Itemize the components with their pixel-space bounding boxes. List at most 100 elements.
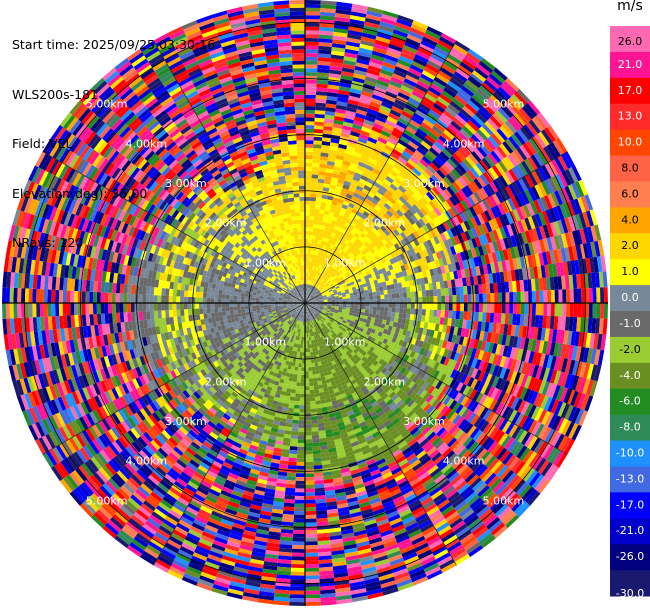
- velocity-gate: [333, 225, 339, 231]
- velocity-gate: [311, 281, 315, 286]
- velocity-gate: [394, 124, 406, 133]
- velocity-gate: [320, 273, 324, 278]
- velocity-gate: [417, 314, 422, 322]
- velocity-gate: [316, 190, 323, 195]
- velocity-gate: [357, 330, 363, 336]
- velocity-gate: [446, 142, 458, 154]
- velocity-gate: [486, 332, 493, 343]
- velocity-gate: [474, 236, 482, 247]
- velocity-gate: [422, 328, 428, 336]
- velocity-gate: [428, 177, 438, 187]
- velocity-gate: [441, 257, 448, 266]
- velocity-gate: [308, 265, 311, 270]
- velocity-gate: [308, 269, 311, 274]
- velocity-gate: [399, 346, 406, 353]
- velocity-gate: [564, 232, 572, 248]
- velocity-gate: [446, 247, 453, 257]
- velocity-gate: [479, 126, 491, 139]
- velocity-gate: [445, 272, 451, 281]
- velocity-gate: [312, 254, 316, 259]
- velocity-gate: [550, 289, 555, 303]
- velocity-gate: [439, 355, 447, 365]
- velocity-gate: [291, 381, 297, 386]
- velocity-gate: [418, 102, 431, 113]
- velocity-gate: [559, 329, 565, 344]
- velocity-gate: [332, 237, 338, 243]
- velocity-gate: [394, 261, 401, 268]
- velocity-gate: [488, 322, 494, 333]
- velocity-gate: [334, 221, 341, 227]
- velocity-gate: [324, 118, 335, 124]
- velocity-gate: [459, 61, 475, 74]
- velocity-gate: [429, 229, 437, 238]
- velocity-gate: [453, 71, 468, 83]
- velocity-gate: [364, 312, 369, 317]
- velocity-gate: [480, 340, 487, 352]
- velocity-gate: [375, 243, 382, 250]
- velocity-gate: [289, 586, 305, 591]
- velocity-gate: [305, 480, 315, 485]
- velocity-gate: [382, 285, 388, 291]
- velocity-gate: [371, 50, 386, 59]
- velocity-gate: [315, 296, 319, 299]
- velocity-gate: [331, 216, 338, 222]
- velocity-gate: [320, 152, 329, 158]
- velocity-gate: [325, 246, 330, 252]
- velocity-gate: [572, 230, 580, 246]
- velocity-gate: [456, 163, 467, 175]
- velocity-gate: [308, 299, 312, 302]
- velocity-gate: [346, 319, 351, 324]
- velocity-gate: [510, 324, 516, 337]
- velocity-gate: [319, 15, 336, 21]
- velocity-gate: [426, 149, 437, 160]
- velocity-gate: [480, 274, 486, 285]
- velocity-gate: [424, 213, 433, 223]
- velocity-gate: [477, 213, 485, 225]
- velocity-gate: [332, 169, 341, 175]
- velocity-gate: [478, 235, 486, 246]
- velocity-gate: [564, 344, 571, 359]
- velocity-gate: [346, 236, 352, 242]
- velocity-gate: [305, 431, 312, 436]
- velocity-gate: [342, 282, 347, 287]
- velocity-gate: [391, 204, 399, 212]
- velocity-gate: [484, 273, 490, 284]
- velocity-gate: [563, 330, 569, 345]
- velocity-gate: [365, 164, 374, 172]
- velocity-gate: [299, 412, 305, 417]
- velocity-gate: [486, 76, 501, 90]
- velocity-gate: [354, 300, 359, 303]
- velocity-gate: [506, 369, 514, 382]
- velocity-gate: [433, 289, 438, 297]
- velocity-gate: [455, 261, 461, 271]
- velocity-gate: [435, 43, 451, 54]
- velocity-gate: [513, 246, 520, 259]
- velocity-gate: [434, 99, 448, 110]
- velocity-gate: [341, 312, 346, 316]
- velocity-gate: [311, 296, 315, 299]
- velocity-gate: [443, 129, 455, 140]
- velocity-gate: [537, 409, 548, 424]
- velocity-gate: [364, 292, 370, 297]
- velocity-gate: [501, 292, 506, 303]
- velocity-gate: [581, 288, 586, 303]
- velocity-gate: [305, 155, 313, 160]
- velocity-gate: [321, 144, 330, 150]
- velocity-gate: [324, 289, 329, 293]
- velocity-gate: [326, 293, 331, 296]
- velocity-gate: [363, 315, 368, 320]
- velocity-gate: [351, 195, 359, 202]
- velocity-gate: [479, 143, 491, 156]
- velocity-gate: [377, 136, 388, 145]
- velocity-gate: [381, 319, 387, 325]
- velocity-gate: [544, 264, 550, 278]
- velocity-gate: [449, 350, 457, 361]
- velocity-gate: [308, 261, 312, 266]
- velocity-gate: [567, 406, 578, 422]
- velocity-gate: [411, 116, 423, 126]
- velocity-gate: [374, 330, 380, 336]
- velocity-gate: [314, 476, 324, 481]
- velocity-gate: [429, 303, 434, 310]
- velocity-gate: [385, 175, 395, 184]
- velocity-gate: [390, 316, 395, 322]
